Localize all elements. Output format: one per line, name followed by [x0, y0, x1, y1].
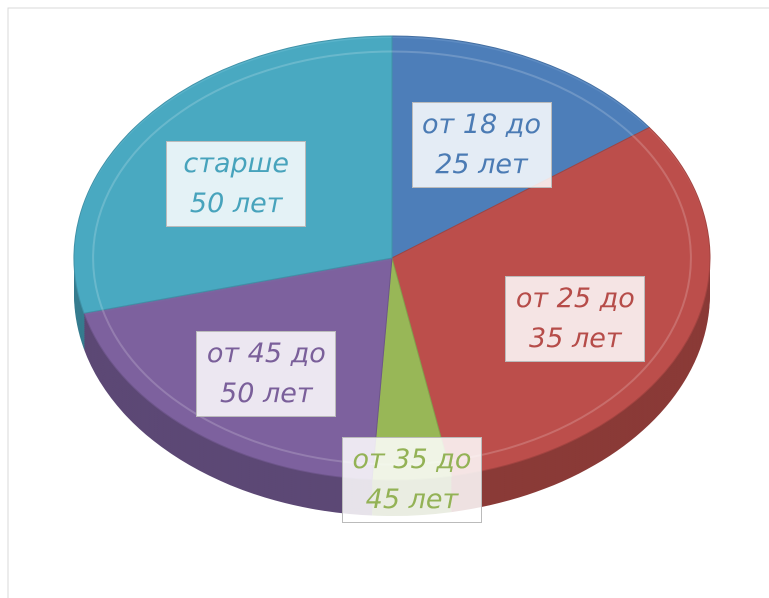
data-label: от 35 до 45 лет: [341, 436, 482, 523]
data-label: от 25 до 35 лет: [505, 275, 646, 362]
data-label: от 45 до 50 лет: [196, 331, 337, 418]
data-label: от 18 до 25 лет: [411, 102, 552, 189]
data-label: старше 50 лет: [166, 140, 307, 227]
chart-frame: [7, 7, 769, 598]
